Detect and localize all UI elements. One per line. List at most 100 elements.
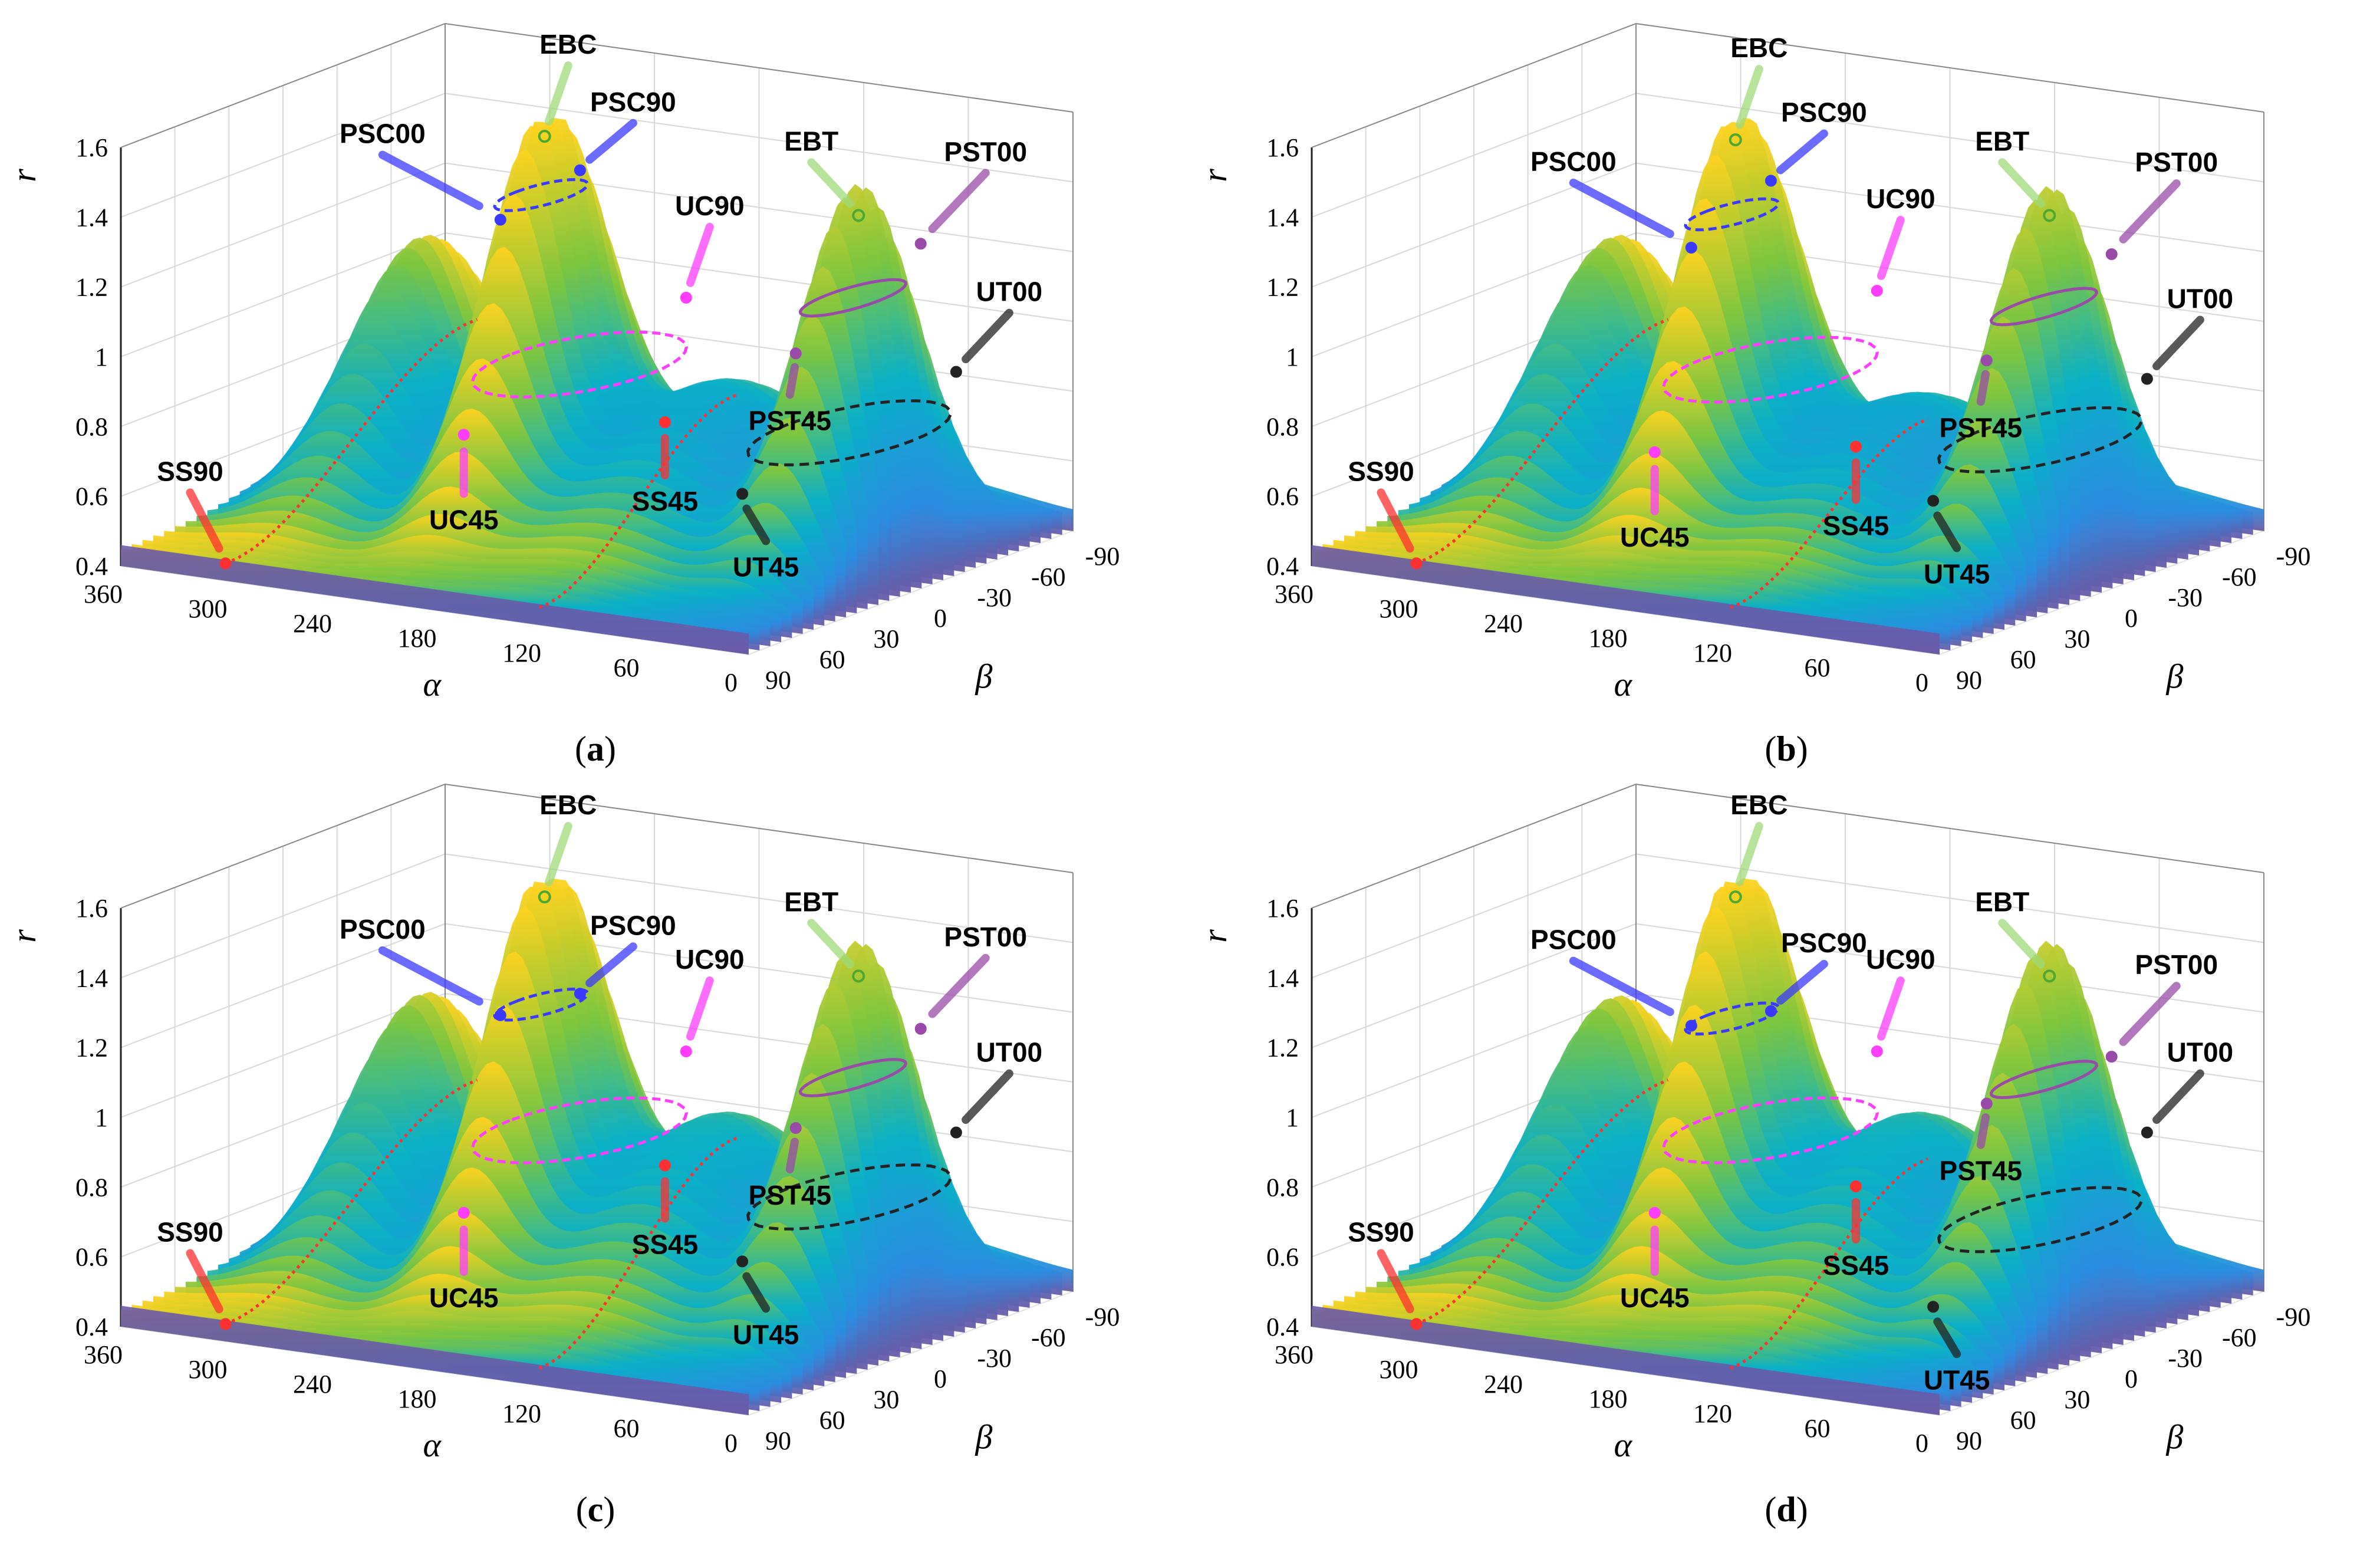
y-axis-label: β xyxy=(2165,1418,2183,1456)
point-label: PSC90 xyxy=(1781,927,1867,958)
point-label: PSC00 xyxy=(340,119,426,149)
point-label: SS90 xyxy=(157,456,223,486)
grid-line xyxy=(120,783,1074,909)
point-label: PST00 xyxy=(944,136,1027,167)
z-tick-label: 0.8 xyxy=(75,412,108,441)
point-label: UC45 xyxy=(1620,522,1690,552)
pointer-arrow xyxy=(1933,1317,1961,1359)
point-marker xyxy=(1849,1180,1862,1192)
point-label: UC90 xyxy=(1866,183,1935,214)
point-marker xyxy=(1648,1206,1661,1219)
x-tick-label: 300 xyxy=(1380,594,1418,623)
z-tick-label: 1.4 xyxy=(75,203,108,232)
pointer-arrow xyxy=(1569,179,1674,238)
x-tick-label: 300 xyxy=(189,594,228,623)
z-tick-label: 1.2 xyxy=(1266,1034,1299,1063)
pointer-arrow xyxy=(1998,158,2045,208)
point-marker xyxy=(852,209,865,222)
pst-path xyxy=(798,1058,908,1098)
point-label: UT45 xyxy=(1924,1364,1990,1395)
z-tick-label: 0.8 xyxy=(75,1173,108,1202)
point-labels: EBC EBT PSC00 PSC90 PST00 PST45 UC90 UC45 UT00 UT… xyxy=(1348,32,2233,589)
y-axis-label: β xyxy=(975,657,992,696)
point-label: SS90 xyxy=(1348,1216,1414,1247)
box-edge xyxy=(1311,22,2264,148)
point-marker xyxy=(574,164,586,176)
y-tick-label: 90 xyxy=(765,1426,791,1455)
x-tick-label: 0 xyxy=(725,668,738,697)
point-label: EBT xyxy=(784,886,838,917)
pointer-arrow xyxy=(1776,129,1828,175)
surface-front-edge xyxy=(121,545,749,654)
pointer-arrow xyxy=(544,61,572,126)
point-marker xyxy=(1849,440,1862,453)
y-tick-label: -90 xyxy=(2276,1303,2311,1331)
point-marker xyxy=(1927,495,1940,507)
ss-path xyxy=(225,1078,478,1326)
uc-path xyxy=(470,330,688,399)
surface-mesh xyxy=(121,878,1073,1415)
pst-path xyxy=(1989,1060,2099,1100)
point-label: PST45 xyxy=(748,405,831,436)
point-marker xyxy=(680,1045,692,1058)
pointer-arrow xyxy=(742,1272,771,1313)
y-tick-label: -90 xyxy=(1085,1303,1120,1331)
x-tick-label: 360 xyxy=(84,1340,123,1369)
pointer-arrow xyxy=(378,946,483,1006)
point-marker xyxy=(1980,354,1993,367)
surface-mesh xyxy=(1312,878,2264,1415)
point-label: EBC xyxy=(539,790,597,820)
point-label: EBT xyxy=(784,126,838,156)
x-tick-label: 120 xyxy=(502,639,541,667)
pointer-arrow xyxy=(2119,179,2181,244)
z-tick-label: 1.6 xyxy=(75,133,108,162)
point-marker xyxy=(1729,890,1742,904)
pointer-arrow xyxy=(1735,822,1763,886)
stress-paths xyxy=(1416,1001,2143,1370)
x-tick-label: 180 xyxy=(398,1384,437,1413)
z-tick-label: 0.4 xyxy=(1266,1313,1299,1341)
y-tick-label: 0 xyxy=(934,1364,947,1393)
x-tick-label: 180 xyxy=(398,624,437,653)
y-tick-label: 60 xyxy=(2010,645,2036,674)
box-edge xyxy=(1311,783,2264,909)
point-label: SS45 xyxy=(632,1229,699,1260)
stress-paths xyxy=(1416,197,2143,609)
point-marker xyxy=(852,969,865,983)
z-tick-label: 1.2 xyxy=(1266,273,1299,302)
pointer-arrow xyxy=(1735,65,1763,129)
point-label: UT45 xyxy=(733,552,799,583)
pointer-arrow xyxy=(378,150,483,211)
pointer-arrow xyxy=(928,953,990,1018)
point-marker xyxy=(914,238,927,250)
z-axis-label: r xyxy=(5,929,43,943)
point-marker xyxy=(538,890,551,904)
point-marker xyxy=(736,488,749,500)
point-label: UT00 xyxy=(976,277,1042,307)
panel-caption: (a) xyxy=(575,729,616,768)
y-tick-label: 90 xyxy=(1956,666,1982,695)
pointer-arrow xyxy=(962,308,1013,364)
point-marker xyxy=(1765,1005,1777,1017)
ut-path xyxy=(1937,406,2143,473)
z-tick-label: 0.8 xyxy=(1266,1173,1299,1202)
x-tick-label: 60 xyxy=(614,1414,640,1443)
point-label: UC45 xyxy=(1620,1282,1690,1313)
y-axis-label: β xyxy=(975,1418,992,1456)
point-marker xyxy=(574,988,586,1000)
pointer-arrow xyxy=(1877,216,1905,280)
z-tick-label: 0.4 xyxy=(75,1313,108,1341)
surface-mesh xyxy=(121,117,1073,654)
point-labels: EBC EBT PSC00 PSC90 PST00 PST45 UC90 UC45 UT00 UT… xyxy=(1348,790,2233,1395)
pointer-arrow xyxy=(1377,488,1414,553)
surface-front-edge xyxy=(1312,545,1940,654)
z-tick-label: 0.8 xyxy=(1266,412,1299,441)
x-tick-label: 300 xyxy=(1380,1355,1418,1384)
x-axis-label: α xyxy=(423,665,442,703)
z-tick-label: 1.6 xyxy=(1266,133,1299,162)
point-label: UT45 xyxy=(1924,558,1990,589)
uc-path xyxy=(1661,1096,1879,1165)
